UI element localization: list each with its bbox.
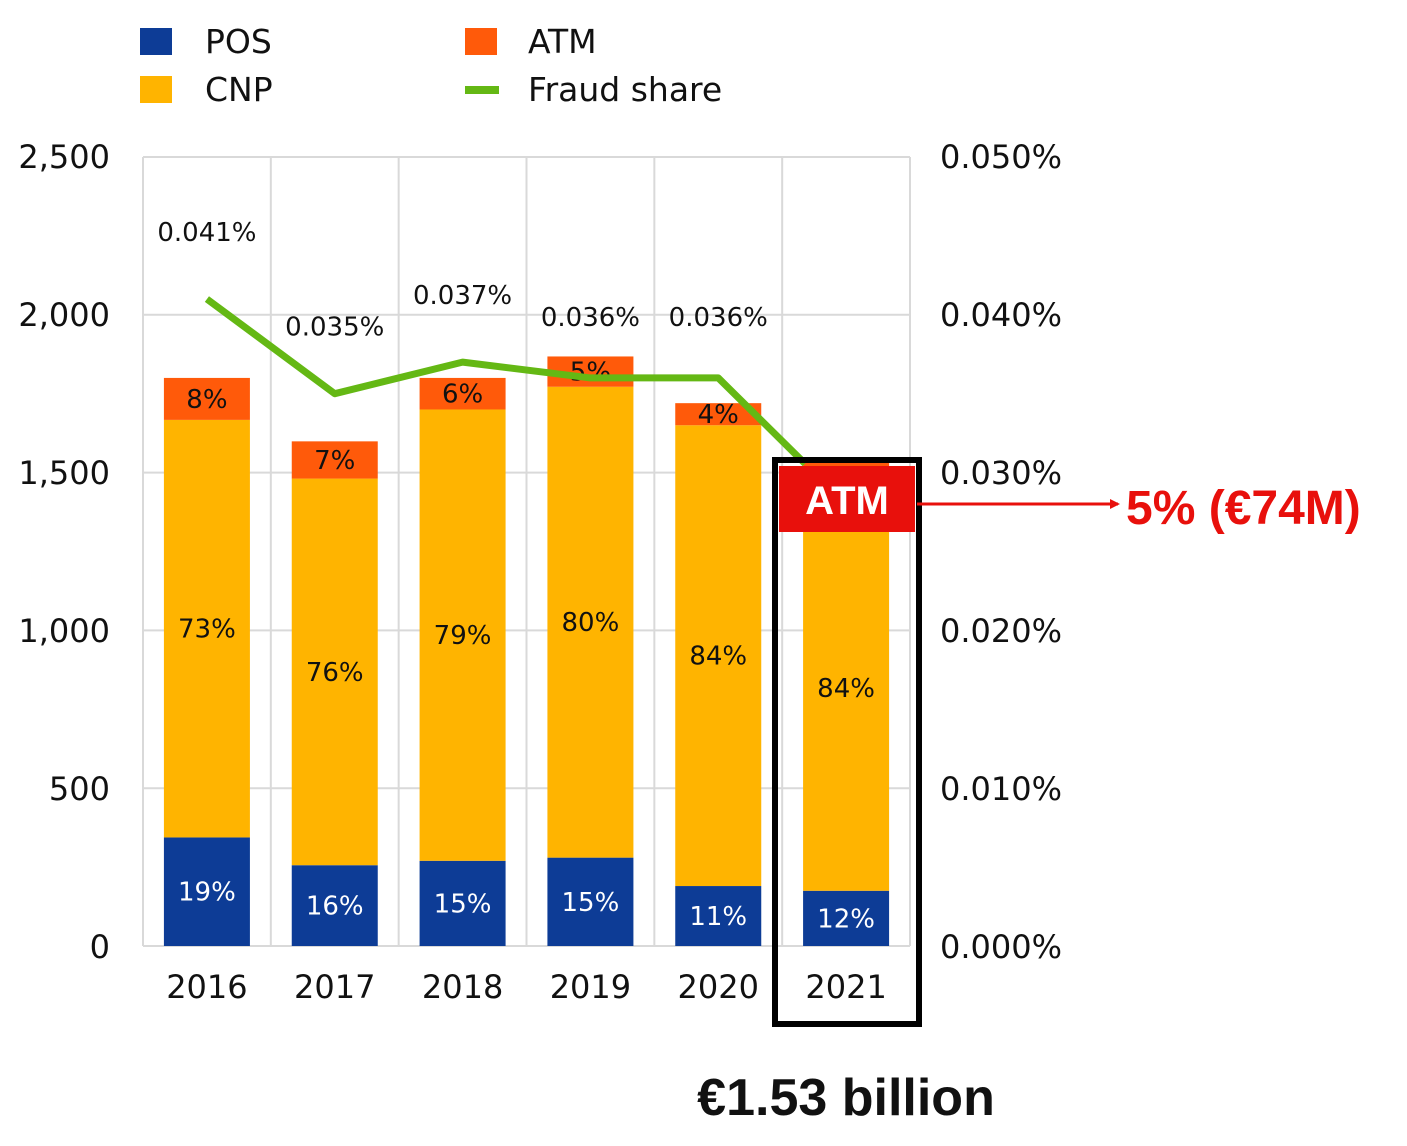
x-tick-2020: 2020 bbox=[678, 968, 759, 1006]
left-axis: 2,500 2,000 1,500 1,000 500 0 bbox=[18, 138, 110, 966]
bar-label-pos-2018: 15% bbox=[434, 889, 492, 919]
bar-cnp-2017 bbox=[291, 478, 378, 866]
bar-label-atm-2020: 4% bbox=[698, 400, 739, 430]
left-tick: 2,500 bbox=[18, 138, 110, 176]
atm-callout-label: ATM bbox=[805, 479, 889, 523]
bar-label-cnp-2016: 73% bbox=[178, 615, 236, 645]
x-tick-2017: 2017 bbox=[294, 968, 375, 1006]
bar-label-atm-2019: 5% bbox=[570, 358, 611, 388]
fraud-share-label-2019: 0.036% bbox=[541, 303, 640, 333]
bar-label-cnp-2017: 76% bbox=[306, 658, 364, 688]
left-tick: 1,500 bbox=[18, 454, 110, 492]
legend-swatch-pos bbox=[140, 28, 172, 55]
atm-callout-box bbox=[779, 466, 915, 532]
fraud-share-label-2018: 0.037% bbox=[413, 281, 512, 311]
highlight-frame-2021 bbox=[772, 457, 922, 1027]
bar-pos-2017 bbox=[291, 865, 378, 946]
left-tick: 2,000 bbox=[18, 296, 110, 334]
bar-label-pos-2019: 15% bbox=[562, 888, 620, 918]
bar-label-cnp-2019: 80% bbox=[562, 608, 620, 638]
bar-cnp-2021 bbox=[803, 485, 890, 891]
fraud-share-line: 0.041% 0.035% 0.037% 0.036% 0.036% bbox=[157, 218, 808, 467]
legend-label-fraud-share: Fraud share bbox=[528, 70, 722, 109]
bar-pos-2016 bbox=[163, 837, 250, 946]
legend-label-atm: ATM bbox=[528, 22, 597, 61]
bar-pos-2019 bbox=[547, 857, 634, 946]
legend-label-pos: POS bbox=[205, 22, 272, 61]
fraud-share-label-2020: 0.036% bbox=[669, 303, 768, 333]
bar-label-cnp-2018: 79% bbox=[434, 621, 492, 651]
left-tick: 1,000 bbox=[18, 612, 110, 650]
right-tick: 0.010% bbox=[940, 770, 1062, 808]
bar-cnp-2020 bbox=[675, 425, 762, 887]
legend: POS ATM CNP Fraud share bbox=[140, 22, 722, 109]
x-axis: 2016 2017 2018 2019 2020 2021 bbox=[166, 968, 887, 1006]
bar-label-pos-2017: 16% bbox=[306, 892, 364, 922]
x-tick-2019: 2019 bbox=[550, 968, 631, 1006]
right-tick: 0.020% bbox=[940, 612, 1062, 650]
x-tick-2016: 2016 bbox=[166, 968, 247, 1006]
right-tick: 0.030% bbox=[940, 454, 1062, 492]
right-tick: 0.040% bbox=[940, 296, 1062, 334]
x-tick-2021: 2021 bbox=[805, 968, 886, 1006]
right-tick: 0.050% bbox=[940, 138, 1062, 176]
bar-pos-2021 bbox=[803, 890, 890, 946]
bar-label-pos-2016: 19% bbox=[178, 878, 236, 908]
legend-swatch-cnp bbox=[140, 76, 172, 103]
bar-atm-2017 bbox=[291, 441, 378, 479]
bar-label-atm-2016: 8% bbox=[186, 385, 227, 415]
bar-cnp-2016 bbox=[163, 419, 250, 838]
legend-swatch-fraud-share bbox=[465, 86, 499, 94]
bar-atm-2018 bbox=[419, 377, 506, 410]
bar-cnp-2019 bbox=[547, 386, 634, 858]
x-tick-2018: 2018 bbox=[422, 968, 503, 1006]
right-tick: 0.000% bbox=[940, 928, 1062, 966]
bar-atm-2016 bbox=[163, 377, 250, 420]
bar-label-atm-2017: 7% bbox=[314, 446, 355, 476]
bar-label-cnp-2021: 84% bbox=[817, 674, 875, 704]
bar-cnp-2018 bbox=[419, 409, 506, 861]
left-tick: 0 bbox=[90, 928, 110, 966]
bar-label-pos-2021: 12% bbox=[817, 904, 875, 934]
fraud-share-label-2016: 0.041% bbox=[157, 218, 256, 248]
bar-pos-2018 bbox=[419, 860, 506, 946]
legend-swatch-atm bbox=[465, 28, 497, 55]
atm-callout-value: 5% (€74M) bbox=[1126, 482, 1361, 535]
bar-label-pos-2020: 11% bbox=[689, 902, 747, 932]
bar-atm-2020 bbox=[675, 403, 762, 426]
bar-pos-2020 bbox=[675, 886, 762, 946]
callout: ATM 5% (€74M) bbox=[772, 457, 1361, 1027]
total-amount: €1.53 billion bbox=[697, 1069, 995, 1127]
bar-label-atm-2018: 6% bbox=[442, 380, 483, 410]
fraud-share-label-2017: 0.035% bbox=[285, 313, 384, 343]
gridlines bbox=[142, 156, 911, 947]
right-axis: 0.050% 0.040% 0.030% 0.020% 0.010% 0.000… bbox=[940, 138, 1062, 966]
fraud-share-polyline bbox=[204, 296, 808, 467]
stacked-bars: 19% 73% 8% 16% 76% 7% 15% 79% 6% 15% 80% 5% 11% 84% 4%… bbox=[163, 356, 890, 946]
left-tick: 500 bbox=[49, 770, 110, 808]
legend-label-cnp: CNP bbox=[205, 70, 273, 109]
bar-label-cnp-2020: 84% bbox=[689, 642, 747, 672]
